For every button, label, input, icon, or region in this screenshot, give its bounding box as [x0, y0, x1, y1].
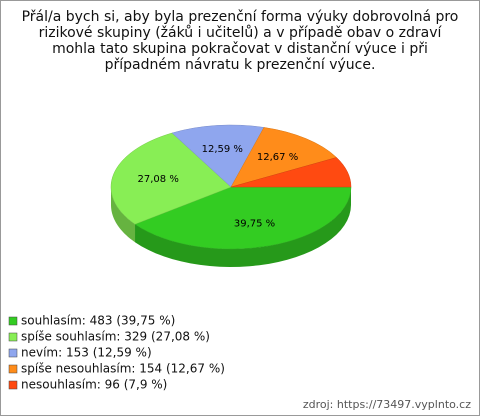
slice-side — [135, 187, 351, 267]
slice — [134, 186, 352, 250]
chart-title: Přál/a bych si, aby byla prezenční forma… — [21, 9, 459, 73]
legend-swatch — [8, 380, 18, 390]
slice — [230, 157, 352, 188]
legend-label: spíše souhlasím: 329 (27,08 %) — [21, 330, 210, 344]
data-label: 39,75 % — [234, 218, 275, 229]
data-label: 12,67 % — [257, 152, 298, 163]
slice — [110, 132, 232, 225]
slice-side — [111, 187, 136, 243]
data-label: 27,08 % — [138, 174, 179, 185]
legend-label: nesouhlasím: 96 (7,9 %) — [21, 378, 167, 392]
legend-label: souhlasím: 483 (39,75 %) — [21, 314, 175, 328]
legend-swatch — [8, 316, 18, 326]
slice — [230, 127, 338, 188]
legend-swatch — [8, 348, 18, 358]
slice — [171, 124, 265, 188]
source: zdroj: https://73497.vyplnto.cz — [303, 398, 471, 411]
legend-swatch — [8, 364, 18, 374]
legend-label: spíše nesouhlasím: 154 (12,67 %) — [21, 362, 225, 376]
legend-swatch — [8, 332, 18, 342]
legend-label: nevím: 153 (12,59 %) — [21, 346, 152, 360]
data-label: 12,59 % — [202, 144, 243, 155]
